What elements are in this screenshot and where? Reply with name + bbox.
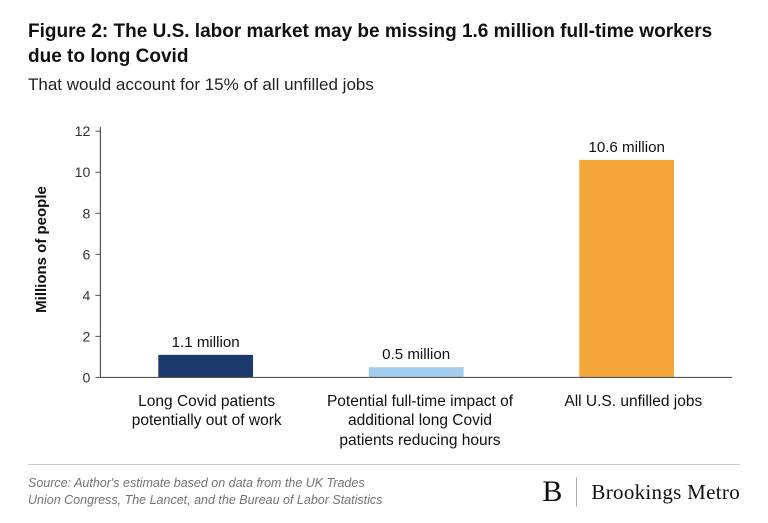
y-tick-label: 4 (82, 288, 90, 304)
chart-subtitle: That would account for 15% of all unfill… (28, 75, 740, 95)
x-axis-row: Long Covid patients potentially out of w… (28, 386, 740, 450)
plot-area: Millions of people 0246810121.1 million0… (28, 113, 740, 386)
bar-value-label: 0.5 million (382, 346, 450, 363)
y-tick-label: 2 (82, 329, 90, 345)
y-tick-label: 6 (82, 247, 90, 263)
bar (369, 368, 464, 378)
brand-mark: B (542, 475, 562, 509)
brand: B Brookings Metro (542, 475, 740, 509)
x-axis-spacer (28, 386, 54, 450)
x-category-label: Potential full-time impact of additional… (313, 386, 526, 450)
figure-footer: Source: Author's estimate based on data … (28, 464, 740, 509)
y-axis-label: Millions of people (33, 186, 50, 313)
x-category-label: All U.S. unfilled jobs (527, 386, 740, 450)
bar (158, 355, 253, 378)
chart-svg: 0 2 4 6 8 10 12 1.1 million 0.5 million 10.6 mill… (54, 113, 740, 386)
plot: 0 2 4 6 8 10 12 1.1 million 0.5 million 10.6 mill… (54, 113, 740, 386)
bar (579, 160, 674, 378)
x-axis-categories: Long Covid patients potentially out of w… (54, 386, 740, 450)
y-tick-label: 0 (82, 370, 90, 386)
y-tick-label: 10 (75, 165, 91, 181)
x-category-label: Long Covid patients potentially out of w… (100, 386, 313, 450)
brand-name: Brookings Metro (591, 480, 740, 505)
y-tick-label: 12 (75, 124, 91, 140)
y-tick-label: 8 (82, 206, 90, 222)
figure-container: Figure 2: The U.S. labor market may be m… (0, 0, 768, 523)
source-note: Source: Author's estimate based on data … (28, 475, 388, 509)
bar-value-label: 1.1 million (172, 334, 240, 351)
brand-separator (576, 477, 577, 507)
bar-value-label: 10.6 million (588, 139, 664, 156)
y-axis-label-slot: Millions of people (28, 113, 54, 386)
chart-title: Figure 2: The U.S. labor market may be m… (28, 20, 740, 69)
